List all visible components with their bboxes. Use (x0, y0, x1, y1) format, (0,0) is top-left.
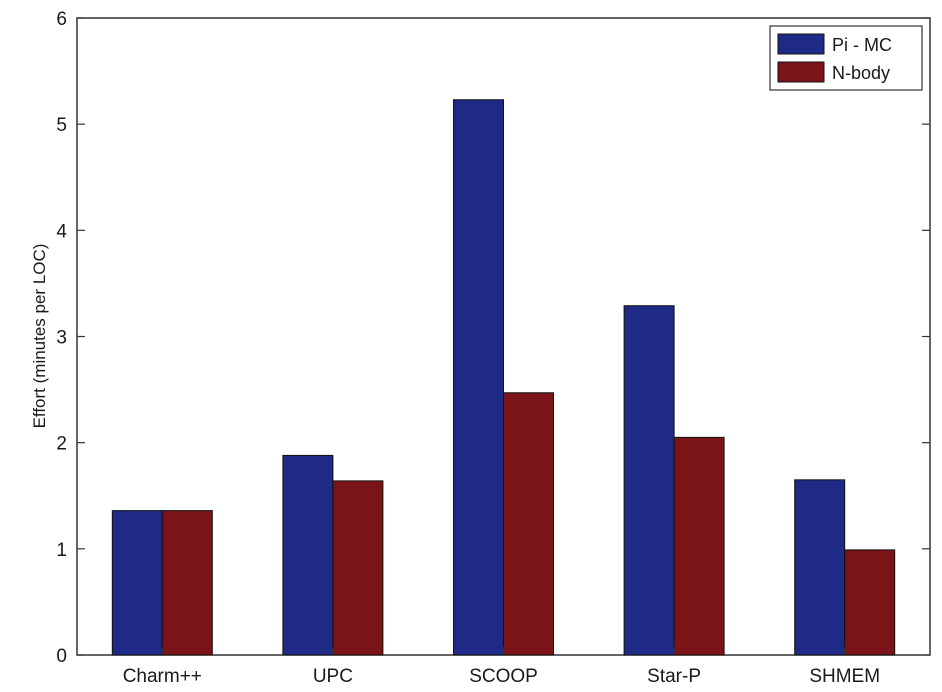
legend-label-pi-mc: Pi - MC (832, 35, 892, 55)
y-tick-label: 6 (56, 9, 67, 30)
legend-swatch-n-body (777, 61, 825, 83)
legend: Pi - MC N-body (769, 25, 923, 91)
bar-n-body-star-p (673, 436, 725, 656)
y-tick-label: 0 (56, 646, 67, 667)
y-tick-label: 3 (56, 328, 67, 349)
x-tick-label: SHMEM (809, 666, 880, 687)
bar-pi-mc-star-p (623, 305, 675, 656)
x-axis: Charm++ UPC SCOOP Star-P SHMEM (123, 647, 880, 687)
bars-group (111, 99, 896, 656)
bar-n-body-upc (332, 480, 384, 656)
x-tick-label: SCOOP (469, 666, 538, 687)
bar-n-body-charm- (161, 510, 213, 656)
bar-n-body-scoop (503, 392, 554, 656)
bar-pi-mc-upc (282, 454, 334, 656)
x-tick-label: Star-P (647, 666, 701, 687)
bar-n-body-shmem (844, 549, 896, 656)
bar-pi-mc-charm- (111, 510, 163, 656)
y-axis-label: Effort (minutes per LOC) (30, 244, 49, 429)
x-tick-label: Charm++ (123, 666, 202, 687)
legend-label-n-body: N-body (832, 63, 890, 83)
y-tick-label: 2 (56, 434, 67, 455)
x-tick-label: UPC (313, 666, 353, 687)
bar-pi-mc-shmem (794, 479, 846, 656)
bar-pi-mc-scoop (453, 99, 504, 656)
y-axis: 0 1 2 3 4 5 6 (56, 9, 930, 667)
y-tick-label: 4 (56, 221, 67, 242)
legend-swatch-pi-mc (777, 33, 825, 55)
y-tick-label: 5 (56, 115, 67, 136)
y-tick-label: 1 (56, 540, 67, 561)
